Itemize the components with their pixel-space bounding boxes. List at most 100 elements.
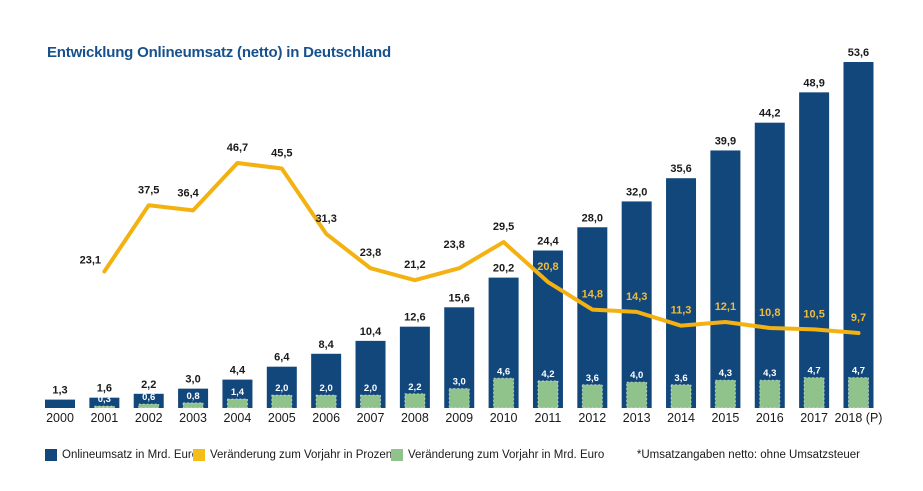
label-veraenderung-prozent-2003: 36,4 [177,187,199,199]
label-veraenderung-mrd-2001: 0,3 [98,394,111,405]
label-onlineumsatz-2016: 44,2 [759,108,780,120]
bar-veraenderung-mrd-2017 [803,377,825,409]
label-onlineumsatz-2003: 3,0 [185,374,200,386]
bar-veraenderung-mrd-2014 [670,384,692,409]
bar-veraenderung-mrd-2006 [315,394,337,409]
label-onlineumsatz-2010: 20,2 [493,263,514,275]
label-veraenderung-prozent-2018 (P): 9,7 [851,312,866,324]
axis-label-2017: 2017 [800,411,828,425]
label-veraenderung-mrd-2012: 3,6 [586,373,599,384]
label-veraenderung-prozent-2010: 29,5 [493,221,514,233]
axis-label-2000: 2000 [46,411,74,425]
line-veraenderung-prozent [102,161,861,336]
chart-legend: Onlineumsatz in Mrd. Euro Veränderung zu… [0,448,923,468]
bar-veraenderung-mrd-2018 (P) [847,377,869,409]
legend-item-veraenderung-mrd: Veränderung zum Vorjahr in Mrd. Euro [391,448,604,462]
label-onlineumsatz-2006: 8,4 [319,339,335,351]
label-onlineumsatz-2018 (P): 53,6 [848,47,869,59]
legend-swatch-green [391,449,403,461]
bar-veraenderung-mrd-2012 [581,384,603,409]
axis-label-2002: 2002 [135,411,163,425]
axis-label-2001: 2001 [90,411,118,425]
label-veraenderung-prozent-2006: 31,3 [315,213,336,225]
legend-label-veraenderung-prozent: Veränderung zum Vorjahr in Prozent [210,449,396,461]
bar-veraenderung-mrd-2013 [626,381,648,409]
label-onlineumsatz-2005: 6,4 [274,352,290,364]
axis-label-2011: 2011 [535,411,562,425]
label-onlineumsatz-2007: 10,4 [360,326,382,338]
label-onlineumsatz-2015: 39,9 [715,135,736,147]
legend-swatch-blue [45,449,57,461]
bar-onlineumsatz-2016 [754,122,785,409]
label-onlineumsatz-2011: 24,4 [537,235,559,247]
bar-veraenderung-mrd-2005 [271,394,293,409]
axis-label-2008: 2008 [401,411,429,425]
axis-label-2012: 2012 [578,411,606,425]
label-onlineumsatz-2004: 4,4 [230,365,246,377]
bar-onlineumsatz-2018 (P) [843,62,874,409]
label-veraenderung-mrd-2008: 2,2 [408,382,421,393]
legend-item-onlineumsatz: Onlineumsatz in Mrd. Euro [45,448,198,462]
label-veraenderung-mrd-2011: 4,2 [541,369,554,380]
label-veraenderung-prozent-2001: 23,1 [80,254,101,266]
label-veraenderung-mrd-2006: 2,0 [320,383,333,394]
label-veraenderung-prozent-2011: 20,8 [537,261,558,273]
label-veraenderung-prozent-2005: 45,5 [271,148,292,160]
label-veraenderung-mrd-2005: 2,0 [275,383,288,394]
bar-onlineumsatz-2017 [799,92,830,409]
label-veraenderung-mrd-2016: 4,3 [763,368,776,379]
axis-label-2003: 2003 [179,411,207,425]
axis-label-2006: 2006 [312,411,340,425]
label-veraenderung-prozent-2017: 10,5 [803,308,824,320]
label-veraenderung-mrd-2009: 3,0 [453,377,466,388]
bar-onlineumsatz-2015 [710,150,741,408]
label-veraenderung-prozent-2009: 23,8 [444,239,465,251]
axis-label-2004: 2004 [224,411,252,425]
label-veraenderung-prozent-2012: 14,8 [582,289,603,301]
label-veraenderung-mrd-2017: 4,7 [808,366,821,377]
bar-veraenderung-mrd-2001 [93,405,115,409]
axis-label-2014: 2014 [667,411,695,425]
label-veraenderung-prozent-2016: 10,8 [759,307,780,319]
label-veraenderung-mrd-2010: 4,6 [497,366,510,377]
bar-veraenderung-mrd-2004 [226,398,248,409]
bar-onlineumsatz-2014 [666,178,697,408]
bar-onlineumsatz-2000 [45,399,75,408]
axis-label-2018 (P): 2018 (P) [835,411,883,425]
label-onlineumsatz-2012: 28,0 [582,212,603,224]
label-veraenderung-mrd-2002: 0,6 [142,392,155,403]
footnote-netto: *Umsatzangaben netto: ohne Umsatzsteuer [636,449,860,461]
label-onlineumsatz-2002: 2,2 [141,379,156,391]
label-veraenderung-prozent-2013: 14,3 [626,291,647,303]
legend-label-veraenderung-mrd: Veränderung zum Vorjahr in Mrd. Euro [408,449,605,461]
label-onlineumsatz-2013: 32,0 [626,186,647,198]
label-veraenderung-prozent-2008: 21,2 [404,259,425,271]
bar-veraenderung-mrd-2011 [537,380,559,409]
label-veraenderung-prozent-2015: 12,1 [715,301,736,313]
label-veraenderung-mrd-2014: 3,6 [674,373,687,384]
label-veraenderung-prozent-2004: 46,7 [227,142,248,154]
bar-veraenderung-mrd-2016 [759,379,781,409]
label-onlineumsatz-2017: 48,9 [803,77,824,89]
bar-onlineumsatz-2001 [89,397,120,408]
axis-label-2010: 2010 [490,411,518,425]
axis-label-2005: 2005 [268,411,296,425]
label-veraenderung-mrd-2015: 4,3 [719,368,732,379]
bar-veraenderung-mrd-2015 [714,379,736,409]
label-veraenderung-mrd-2003: 0,8 [186,391,199,402]
label-veraenderung-mrd-2007: 2,0 [364,383,377,394]
chart-canvas: 1,320001,60,320012,20,620023,00,820034,4… [45,47,883,425]
bar-onlineumsatz-2012 [577,227,608,408]
bar-veraenderung-mrd-2009 [448,388,470,409]
label-veraenderung-prozent-2007: 23,8 [360,247,381,259]
bar-onlineumsatz-2013 [621,201,652,408]
label-onlineumsatz-2014: 35,6 [670,163,691,175]
bar-veraenderung-mrd-2007 [360,394,382,409]
bar-veraenderung-mrd-2008 [404,393,426,409]
bar-veraenderung-mrd-2003 [182,402,204,409]
axis-label-2009: 2009 [445,411,473,425]
label-onlineumsatz-2008: 12,6 [404,312,425,324]
bar-veraenderung-mrd-2010 [493,377,515,409]
label-veraenderung-mrd-2004: 1,4 [231,387,245,398]
